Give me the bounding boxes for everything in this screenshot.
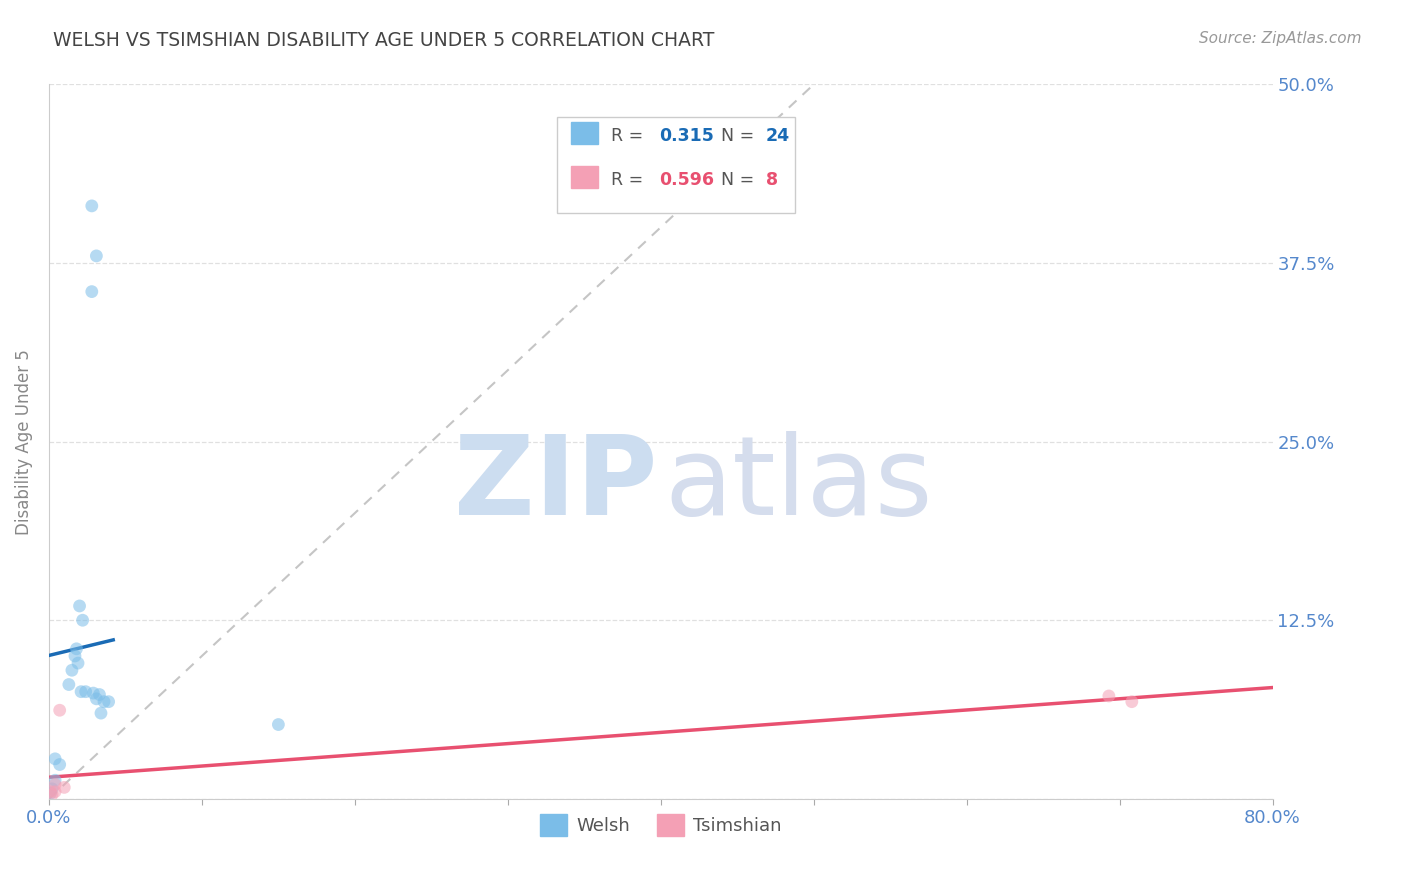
Point: [41, 788, 63, 802]
Point: [97, 695, 120, 709]
Y-axis label: Disability Age Under 5: Disability Age Under 5: [15, 349, 32, 534]
Text: 8: 8: [766, 171, 778, 189]
Point: [44, 778, 66, 792]
FancyBboxPatch shape: [571, 121, 599, 144]
Text: 0.315: 0.315: [659, 127, 714, 145]
Legend: Welsh, Tsimshian: Welsh, Tsimshian: [533, 807, 789, 844]
Text: R =: R =: [610, 127, 648, 145]
Point: [93, 695, 115, 709]
Point: [63, 648, 86, 663]
Text: ZIP: ZIP: [454, 431, 657, 538]
Text: N =: N =: [721, 127, 759, 145]
FancyBboxPatch shape: [571, 166, 599, 188]
Point: [60, 663, 83, 677]
Text: Source: ZipAtlas.com: Source: ZipAtlas.com: [1198, 31, 1361, 46]
Point: [39, 785, 62, 799]
Point: [82, 686, 104, 700]
Point: [44, 752, 66, 766]
Point: [65, 641, 87, 656]
Point: [70, 684, 93, 698]
Point: [86, 691, 108, 706]
Point: [80, 199, 103, 213]
Point: [80, 285, 103, 299]
Text: R =: R =: [610, 171, 648, 189]
Point: [58, 677, 80, 691]
Point: [39, 786, 62, 800]
Point: [44, 773, 66, 788]
Point: [44, 785, 66, 799]
Point: [1098, 689, 1121, 703]
Point: [75, 684, 97, 698]
Point: [267, 717, 290, 731]
Point: [1121, 695, 1143, 709]
Text: 0.596: 0.596: [659, 171, 714, 189]
Point: [53, 780, 76, 795]
FancyBboxPatch shape: [557, 117, 796, 213]
Point: [66, 656, 89, 670]
Text: WELSH VS TSIMSHIAN DISABILITY AGE UNDER 5 CORRELATION CHART: WELSH VS TSIMSHIAN DISABILITY AGE UNDER …: [53, 31, 714, 50]
Point: [48, 703, 70, 717]
Text: N =: N =: [721, 171, 759, 189]
Text: atlas: atlas: [665, 431, 934, 538]
Point: [48, 757, 70, 772]
Point: [72, 613, 94, 627]
Point: [69, 599, 91, 613]
Point: [90, 706, 112, 720]
Point: [89, 688, 111, 702]
Text: 24: 24: [766, 127, 790, 145]
Point: [41, 781, 63, 796]
Point: [86, 249, 108, 263]
